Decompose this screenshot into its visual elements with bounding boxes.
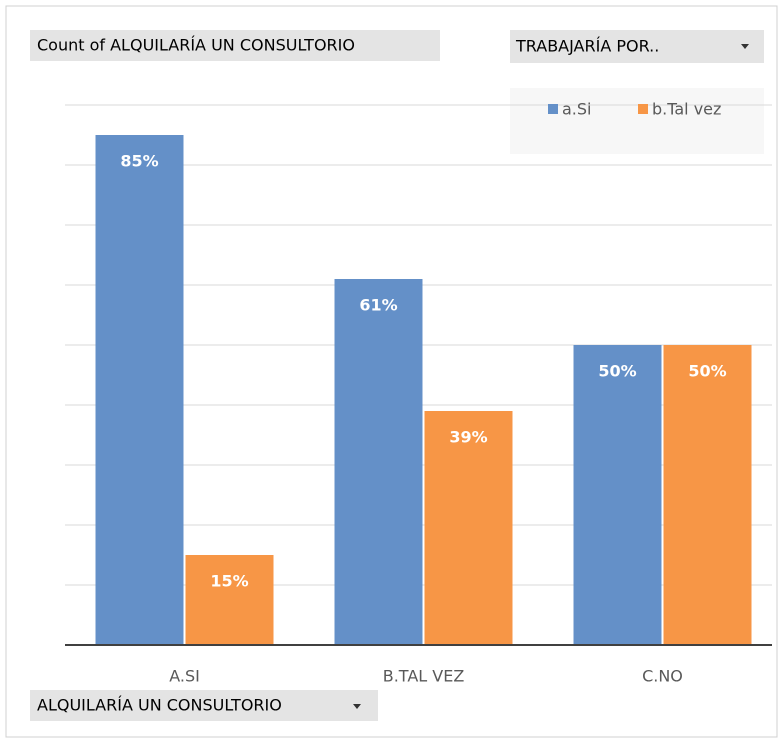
data-label: 39%	[449, 428, 487, 447]
legend-label: b.Tal vez	[652, 100, 721, 119]
bar	[185, 555, 274, 645]
axis-field-button[interactable]	[30, 690, 378, 721]
axis-field-label: ALQUILARÍA UN CONSULTORIO	[37, 696, 282, 715]
data-label: 15%	[210, 572, 248, 591]
legend-box	[510, 88, 764, 154]
bar	[663, 345, 752, 645]
legend-swatch	[548, 104, 558, 114]
data-label: 50%	[688, 362, 726, 381]
legend-swatch	[638, 104, 648, 114]
bar	[573, 345, 662, 645]
bar	[334, 279, 423, 645]
legend-label: a.Si	[562, 100, 592, 119]
x-tick-label: A.SI	[169, 667, 200, 686]
bar	[95, 135, 184, 645]
x-tick-label: C.NO	[642, 667, 683, 686]
dropdown-arrow[interactable]	[741, 44, 749, 49]
dropdown-arrow[interactable]	[353, 704, 361, 709]
bar	[424, 411, 513, 645]
data-label: 50%	[598, 362, 636, 381]
data-label: 61%	[359, 296, 397, 315]
legend-field-button[interactable]	[510, 30, 764, 63]
value-field-button	[30, 30, 440, 61]
x-tick-label: B.TAL VEZ	[383, 667, 465, 686]
data-label: 85%	[120, 152, 158, 171]
legend-field-label: TRABAJARÍA POR..	[515, 37, 659, 56]
value-field-label: Count of ALQUILARÍA UN CONSULTORIO	[37, 36, 355, 55]
